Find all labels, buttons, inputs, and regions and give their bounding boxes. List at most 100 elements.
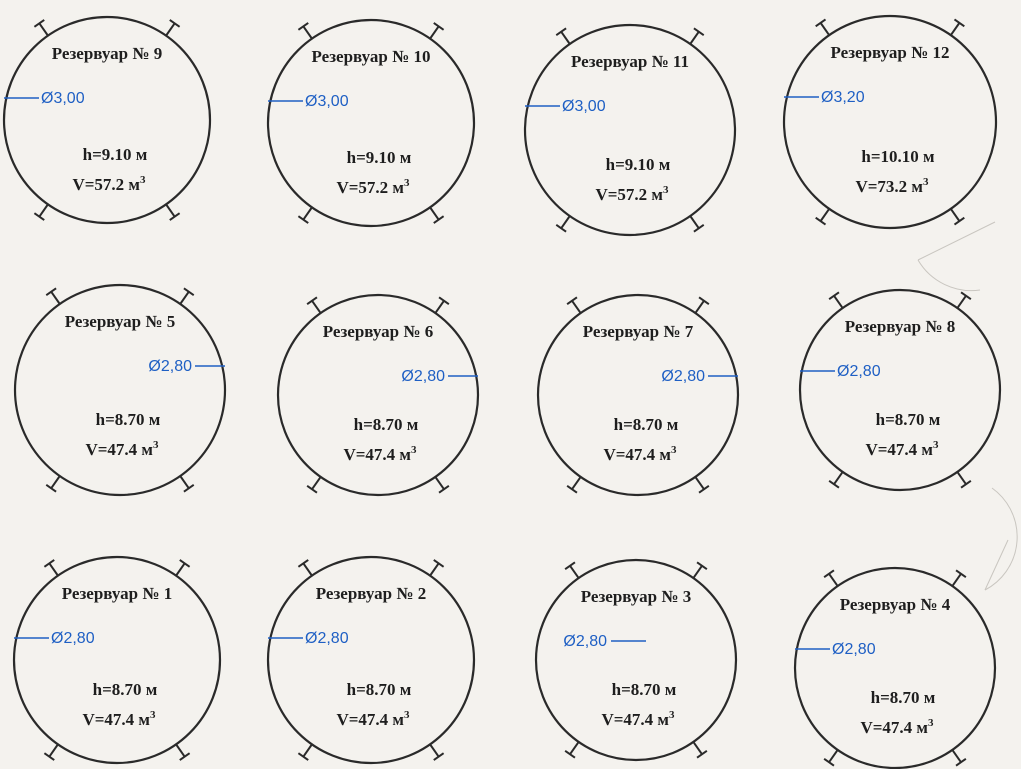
support-foot [306,484,318,494]
support-leg [833,471,844,485]
support-leg [694,300,705,314]
support-foot [297,215,309,224]
volume-unit-superscript: 3 [671,444,677,456]
tank-4: Резервуар № 12 Ø3,20 h=10.10 м V=73.2 м3 [782,14,998,230]
diameter-label: Ø2,80 [563,633,607,650]
tank-title: Резервуар № 6 [323,322,433,341]
tank-6: Резервуар № 6 Ø2,80 h=8.70 м V=47.4 м3 [276,293,480,497]
support-leg [48,743,59,758]
tank-12: Резервуар № 4 Ø2,80 h=8.70 м V=47.4 м3 [793,566,997,769]
tank-outline [523,23,737,237]
volume-unit-superscript: 3 [150,709,156,721]
volume-value: V=57.2 м [595,185,663,204]
tank-outline [534,558,738,762]
support-leg [165,203,176,218]
support-leg [302,206,313,221]
support-foot [564,749,576,759]
background-artifacts [917,221,1018,591]
support-foot [815,216,827,226]
support-foot [433,22,445,31]
support-leg [50,291,61,305]
tank-title: Резервуар № 8 [845,317,955,336]
support-foot [169,212,181,221]
volume-unit-superscript: 3 [663,184,669,196]
support-foot [297,752,309,761]
support-foot [433,559,445,568]
volume-label: V=57.2 м3 [72,174,146,194]
volume-unit-superscript: 3 [411,444,417,456]
volume-value: V=47.4 м [82,710,150,729]
height-label: h=8.70 м [96,410,161,429]
support-leg [429,743,440,758]
support-foot [297,559,309,568]
support-leg [302,25,313,40]
support-foot [960,479,972,489]
height-label: h=9.10 м [606,155,671,174]
support-foot [33,19,45,28]
volume-value: V=47.4 м [85,440,153,459]
height-label: h=9.10 м [347,148,412,167]
support-foot [955,569,967,579]
support-foot [169,19,181,28]
support-foot [433,215,445,224]
support-foot [555,27,567,36]
volume-label: V=47.4 м3 [336,709,410,729]
support-leg [179,475,190,489]
diameter-label: Ø2,80 [148,358,192,375]
tank-8: Резервуар № 8 Ø2,80 h=8.70 м V=47.4 м3 [798,288,1002,492]
support-foot [953,216,965,226]
tank-5: Резервуар № 5 Ø2,80 h=8.70 м V=47.4 м3 [13,283,227,497]
tank-title: Резервуар № 10 [312,47,431,66]
support-leg [571,476,582,490]
support-foot [183,484,195,493]
support-leg [302,562,313,577]
support-leg [50,475,61,489]
tank-title: Резервуар № 7 [583,322,694,341]
height-label: h=8.70 м [354,415,419,434]
support-foot [823,569,835,579]
support-leg [569,565,580,579]
support-foot [696,561,708,571]
support-leg [828,749,839,763]
support-leg [165,22,176,37]
support-leg [38,203,49,218]
support-leg [175,743,186,758]
support-foot [566,296,578,306]
volume-value: V=57.2 м [72,175,140,194]
tank-outline [266,555,476,765]
tank-11: Резервуар № 3 Ø2,80 h=8.70 м V=47.4 м3 [534,558,738,762]
tank-7: Резервуар № 7 Ø2,80 h=8.70 м V=47.4 м3 [536,293,740,497]
diameter-label: Ø3,00 [562,98,606,115]
tank-outline [276,293,480,497]
volume-unit-superscript: 3 [404,177,410,189]
support-leg [956,295,967,309]
diameter-label: Ø3,00 [41,90,85,107]
diameter-label: Ø3,20 [821,89,865,106]
support-leg [956,471,967,485]
volume-unit-superscript: 3 [669,709,675,721]
volume-label: V=47.4 м3 [343,444,417,464]
support-foot [183,287,195,296]
support-foot [433,752,445,761]
height-label: h=8.70 м [347,680,412,699]
support-foot [696,749,708,759]
support-leg [175,562,186,577]
support-foot [43,559,55,568]
volume-value: V=47.4 м [865,440,933,459]
support-leg [38,22,49,37]
support-foot [823,757,835,767]
support-leg [949,208,961,222]
support-foot [179,752,191,761]
support-foot [297,22,309,31]
support-leg [833,295,844,309]
diameter-label: Ø2,80 [832,641,876,658]
tank-outline [12,555,222,765]
support-foot [698,484,710,494]
support-leg [949,22,961,36]
support-foot [33,212,45,221]
tank-outline [2,15,212,225]
support-leg [569,741,580,755]
volume-value: V=47.4 м [336,710,404,729]
